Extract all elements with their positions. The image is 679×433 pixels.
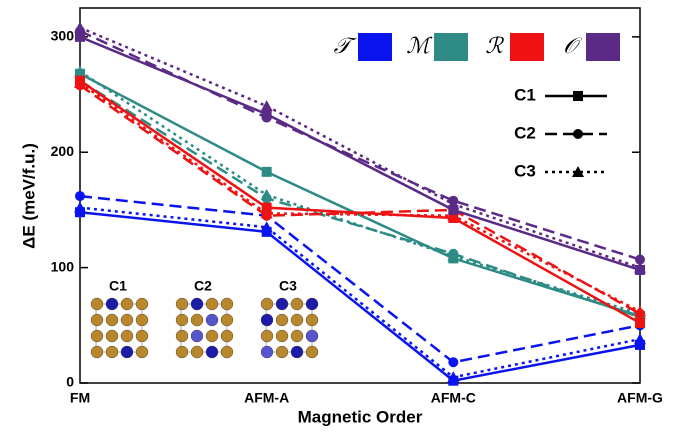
x-tick-label: AFM-A — [244, 390, 289, 406]
atom — [291, 346, 303, 358]
atom — [206, 298, 218, 310]
legend-label: ℛ — [485, 34, 504, 59]
series-line — [80, 81, 640, 318]
atom — [276, 314, 288, 326]
atom — [136, 346, 148, 358]
atom — [121, 298, 133, 310]
atom — [291, 330, 303, 342]
series-line — [80, 74, 640, 316]
atom — [191, 298, 203, 310]
atom — [306, 330, 318, 342]
y-tick-label: 100 — [51, 258, 75, 274]
series-line — [80, 85, 640, 313]
legend-swatch — [586, 33, 620, 61]
series-line — [80, 71, 640, 313]
inset-cell — [181, 304, 227, 352]
atom — [306, 298, 318, 310]
atom — [291, 314, 303, 326]
atom — [176, 314, 188, 326]
y-axis-label: ΔE (meV/f.u.) — [19, 143, 38, 249]
legend-label: 𝒪 — [563, 34, 582, 59]
legend-swatch — [358, 33, 392, 61]
legend-label: 𝒯 — [334, 34, 358, 59]
atom — [91, 298, 103, 310]
atom — [276, 298, 288, 310]
atom — [136, 314, 148, 326]
inset-label: C1 — [109, 278, 127, 294]
atom — [306, 346, 318, 358]
x-axis-label: Magnetic Order — [298, 407, 423, 426]
atom — [121, 330, 133, 342]
atom — [91, 330, 103, 342]
atom — [176, 330, 188, 342]
x-tick-label: FM — [70, 390, 90, 406]
atom — [261, 346, 273, 358]
legend-label: ℳ — [406, 34, 433, 59]
atom — [221, 330, 233, 342]
atom — [176, 346, 188, 358]
inset-cell — [96, 304, 142, 352]
marker — [262, 167, 272, 177]
series-line — [80, 37, 640, 270]
chart: Magnetic Order ΔE (meV/f.u.) 0 100 200 300 F… — [0, 0, 679, 433]
atom — [261, 330, 273, 342]
marker — [573, 91, 583, 101]
atom — [206, 330, 218, 342]
atom — [191, 346, 203, 358]
atom — [121, 314, 133, 326]
atom — [91, 314, 103, 326]
atom — [91, 346, 103, 358]
atom — [136, 298, 148, 310]
marker — [74, 202, 86, 213]
y-tick-label: 0 — [66, 374, 74, 390]
legend-label: C3 — [514, 161, 536, 180]
series-line — [80, 28, 640, 268]
atom — [276, 346, 288, 358]
marker — [635, 318, 645, 328]
atom — [106, 346, 118, 358]
atom — [176, 298, 188, 310]
atom — [106, 314, 118, 326]
marker — [74, 22, 86, 33]
atom — [206, 346, 218, 358]
inset-cell — [266, 304, 312, 352]
atom — [121, 346, 133, 358]
inset-label: C2 — [194, 278, 212, 294]
x-tick-label: AFM-C — [431, 390, 476, 406]
marker — [262, 113, 272, 123]
legend-swatch — [434, 33, 468, 61]
atom — [221, 298, 233, 310]
atom — [306, 314, 318, 326]
atom — [261, 298, 273, 310]
y-tick-label: 300 — [51, 28, 75, 44]
atom — [106, 330, 118, 342]
atom — [221, 314, 233, 326]
atom — [261, 314, 273, 326]
atom — [291, 298, 303, 310]
y-tick-label: 200 — [51, 143, 75, 159]
inset-label: C3 — [279, 278, 297, 294]
atom — [276, 330, 288, 342]
atom — [106, 298, 118, 310]
legend-swatch — [510, 33, 544, 61]
series-line — [80, 208, 640, 378]
marker — [573, 129, 583, 139]
x-tick-label: AFM-G — [617, 390, 663, 406]
atom — [191, 314, 203, 326]
marker — [634, 333, 646, 344]
atom — [221, 346, 233, 358]
legend-label: C2 — [514, 123, 536, 142]
atom — [136, 330, 148, 342]
atom — [191, 330, 203, 342]
legend-label: C1 — [514, 85, 536, 104]
marker — [261, 189, 273, 200]
marker — [448, 357, 458, 367]
marker — [75, 191, 85, 201]
atom — [206, 314, 218, 326]
